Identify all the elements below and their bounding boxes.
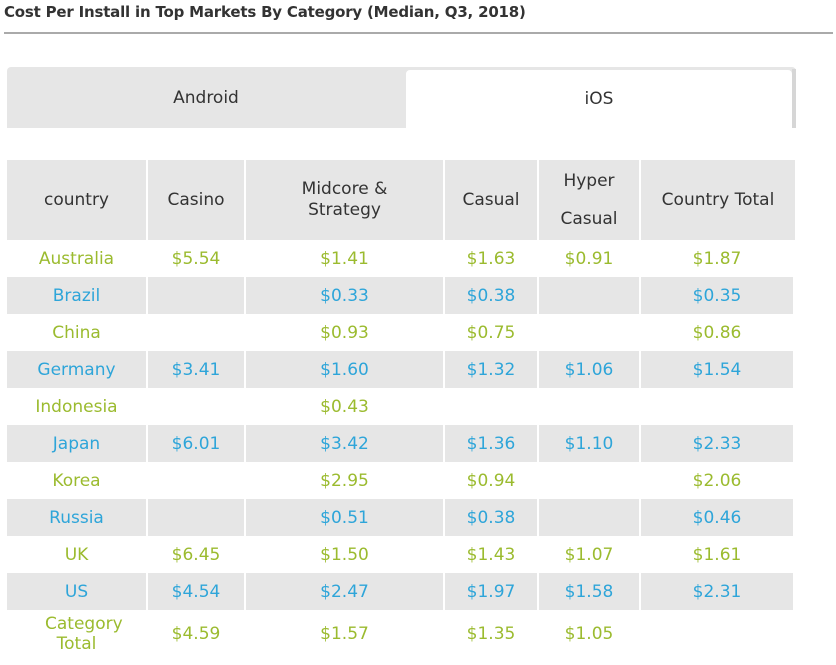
value-cell: $1.10: [539, 425, 641, 462]
header-country-total: Country Total: [641, 160, 795, 240]
row-label-cell: Russia: [7, 499, 148, 536]
table-row: Brazil $0.33 $0.38 $0.35: [7, 277, 795, 314]
value-cell: $6.45: [148, 536, 246, 573]
value-cell: $0.93: [246, 314, 445, 351]
table-row: China $0.93 $0.75 $0.86: [7, 314, 795, 351]
header-line: country: [43, 189, 109, 210]
value-cell: $1.05: [539, 610, 641, 658]
value-cell: $1.07: [539, 536, 641, 573]
value-cell: $0.38: [445, 499, 539, 536]
value-cell: $1.41: [246, 240, 445, 277]
value-cell: $0.91: [539, 240, 641, 277]
value-cell: $1.43: [445, 536, 539, 573]
table-row: Japan $6.01 $3.42 $1.36 $1.10 $2.33: [7, 425, 795, 462]
value-cell: $2.33: [641, 425, 795, 462]
value-cell: $0.75: [445, 314, 539, 351]
row-label-cell: UK: [7, 536, 148, 573]
value-cell: [148, 462, 246, 499]
page-title: Cost Per Install in Top Markets By Categ…: [4, 3, 526, 21]
row-label-cell: Korea: [7, 462, 148, 499]
value-cell: $2.31: [641, 573, 795, 610]
value-cell: $6.01: [148, 425, 246, 462]
value-cell: [148, 499, 246, 536]
value-cell: $2.95: [246, 462, 445, 499]
value-cell: $1.97: [445, 573, 539, 610]
value-cell: $1.87: [641, 240, 795, 277]
value-cell: $1.35: [445, 610, 539, 658]
table-row: US $4.54 $2.47 $1.97 $1.58 $2.31: [7, 573, 795, 610]
value-cell: $0.94: [445, 462, 539, 499]
row-label-cell: Japan: [7, 425, 148, 462]
value-cell: $1.63: [445, 240, 539, 277]
tab-ios[interactable]: iOS: [406, 70, 792, 128]
value-cell: $0.86: [641, 314, 795, 351]
table-total-row: Category Total $4.59 $1.57 $1.35 $1.05: [7, 610, 795, 658]
value-cell: $4.54: [148, 573, 246, 610]
value-cell: $0.43: [246, 388, 445, 425]
header-line: Casino: [167, 189, 225, 210]
header-line: Casual: [560, 209, 618, 229]
value-cell: $0.35: [641, 277, 795, 314]
value-cell: $0.46: [641, 499, 795, 536]
platform-tabs: Android iOS: [7, 67, 796, 128]
table-row: Indonesia $0.43: [7, 388, 795, 425]
value-cell: $1.58: [539, 573, 641, 610]
row-label-cell: Indonesia: [7, 388, 148, 425]
value-cell: $1.61: [641, 536, 795, 573]
header-casual: Casual: [445, 160, 539, 240]
header-midcore-strategy: Midcore & Strategy: [246, 160, 445, 240]
tab-shadow-edge: [792, 69, 796, 128]
value-cell: [539, 388, 641, 425]
value-cell: [148, 314, 246, 351]
row-label-cell: China: [7, 314, 148, 351]
header-line: Strategy: [308, 200, 381, 220]
value-cell: [539, 462, 641, 499]
value-cell: [539, 277, 641, 314]
value-cell: $0.38: [445, 277, 539, 314]
value-cell: [445, 388, 539, 425]
value-cell: $2.47: [246, 573, 445, 610]
value-cell: $1.36: [445, 425, 539, 462]
row-label-cell: US: [7, 573, 148, 610]
table-row: Australia $5.54 $1.41 $1.63 $0.91 $1.87: [7, 240, 795, 277]
table-row: Germany $3.41 $1.60 $1.32 $1.06 $1.54: [7, 351, 795, 388]
value-cell: $2.06: [641, 462, 795, 499]
value-cell: $1.60: [246, 351, 445, 388]
value-cell: $1.06: [539, 351, 641, 388]
value-cell: $5.54: [148, 240, 246, 277]
value-cell: [641, 610, 795, 658]
value-cell: $0.33: [246, 277, 445, 314]
row-label-cell: Brazil: [7, 277, 148, 314]
value-cell: [539, 314, 641, 351]
value-cell: $4.59: [148, 610, 246, 658]
value-cell: $0.51: [246, 499, 445, 536]
table-row: UK $6.45 $1.50 $1.43 $1.07 $1.61: [7, 536, 795, 573]
value-cell: $1.32: [445, 351, 539, 388]
value-cell: [539, 499, 641, 536]
value-cell: [148, 388, 246, 425]
header-line: Midcore &: [301, 179, 388, 199]
row-label-cell: Category Total: [7, 610, 148, 658]
header-casino: Casino: [148, 160, 246, 240]
value-cell: [641, 388, 795, 425]
header-line: Country Total: [661, 189, 775, 210]
header-line: Casual: [462, 189, 520, 210]
table-row: Korea $2.95 $0.94 $2.06: [7, 462, 795, 499]
table-row: Russia $0.51 $0.38 $0.46: [7, 499, 795, 536]
value-cell: $1.54: [641, 351, 795, 388]
cpi-table: country Casino Midcore & Strategy Casual…: [7, 160, 795, 658]
value-cell: $3.42: [246, 425, 445, 462]
row-label-cell: Australia: [7, 240, 148, 277]
value-cell: $1.50: [246, 536, 445, 573]
header-country: country: [7, 160, 148, 240]
header-hyper-casual: Hyper Casual: [539, 160, 641, 240]
tab-android[interactable]: Android: [173, 87, 239, 108]
value-cell: [148, 277, 246, 314]
header-line: Hyper: [563, 171, 615, 191]
value-cell: $1.57: [246, 610, 445, 658]
value-cell: $3.41: [148, 351, 246, 388]
row-label-cell: Germany: [7, 351, 148, 388]
title-divider: [4, 32, 833, 34]
table-header-row: country Casino Midcore & Strategy Casual…: [7, 160, 795, 240]
